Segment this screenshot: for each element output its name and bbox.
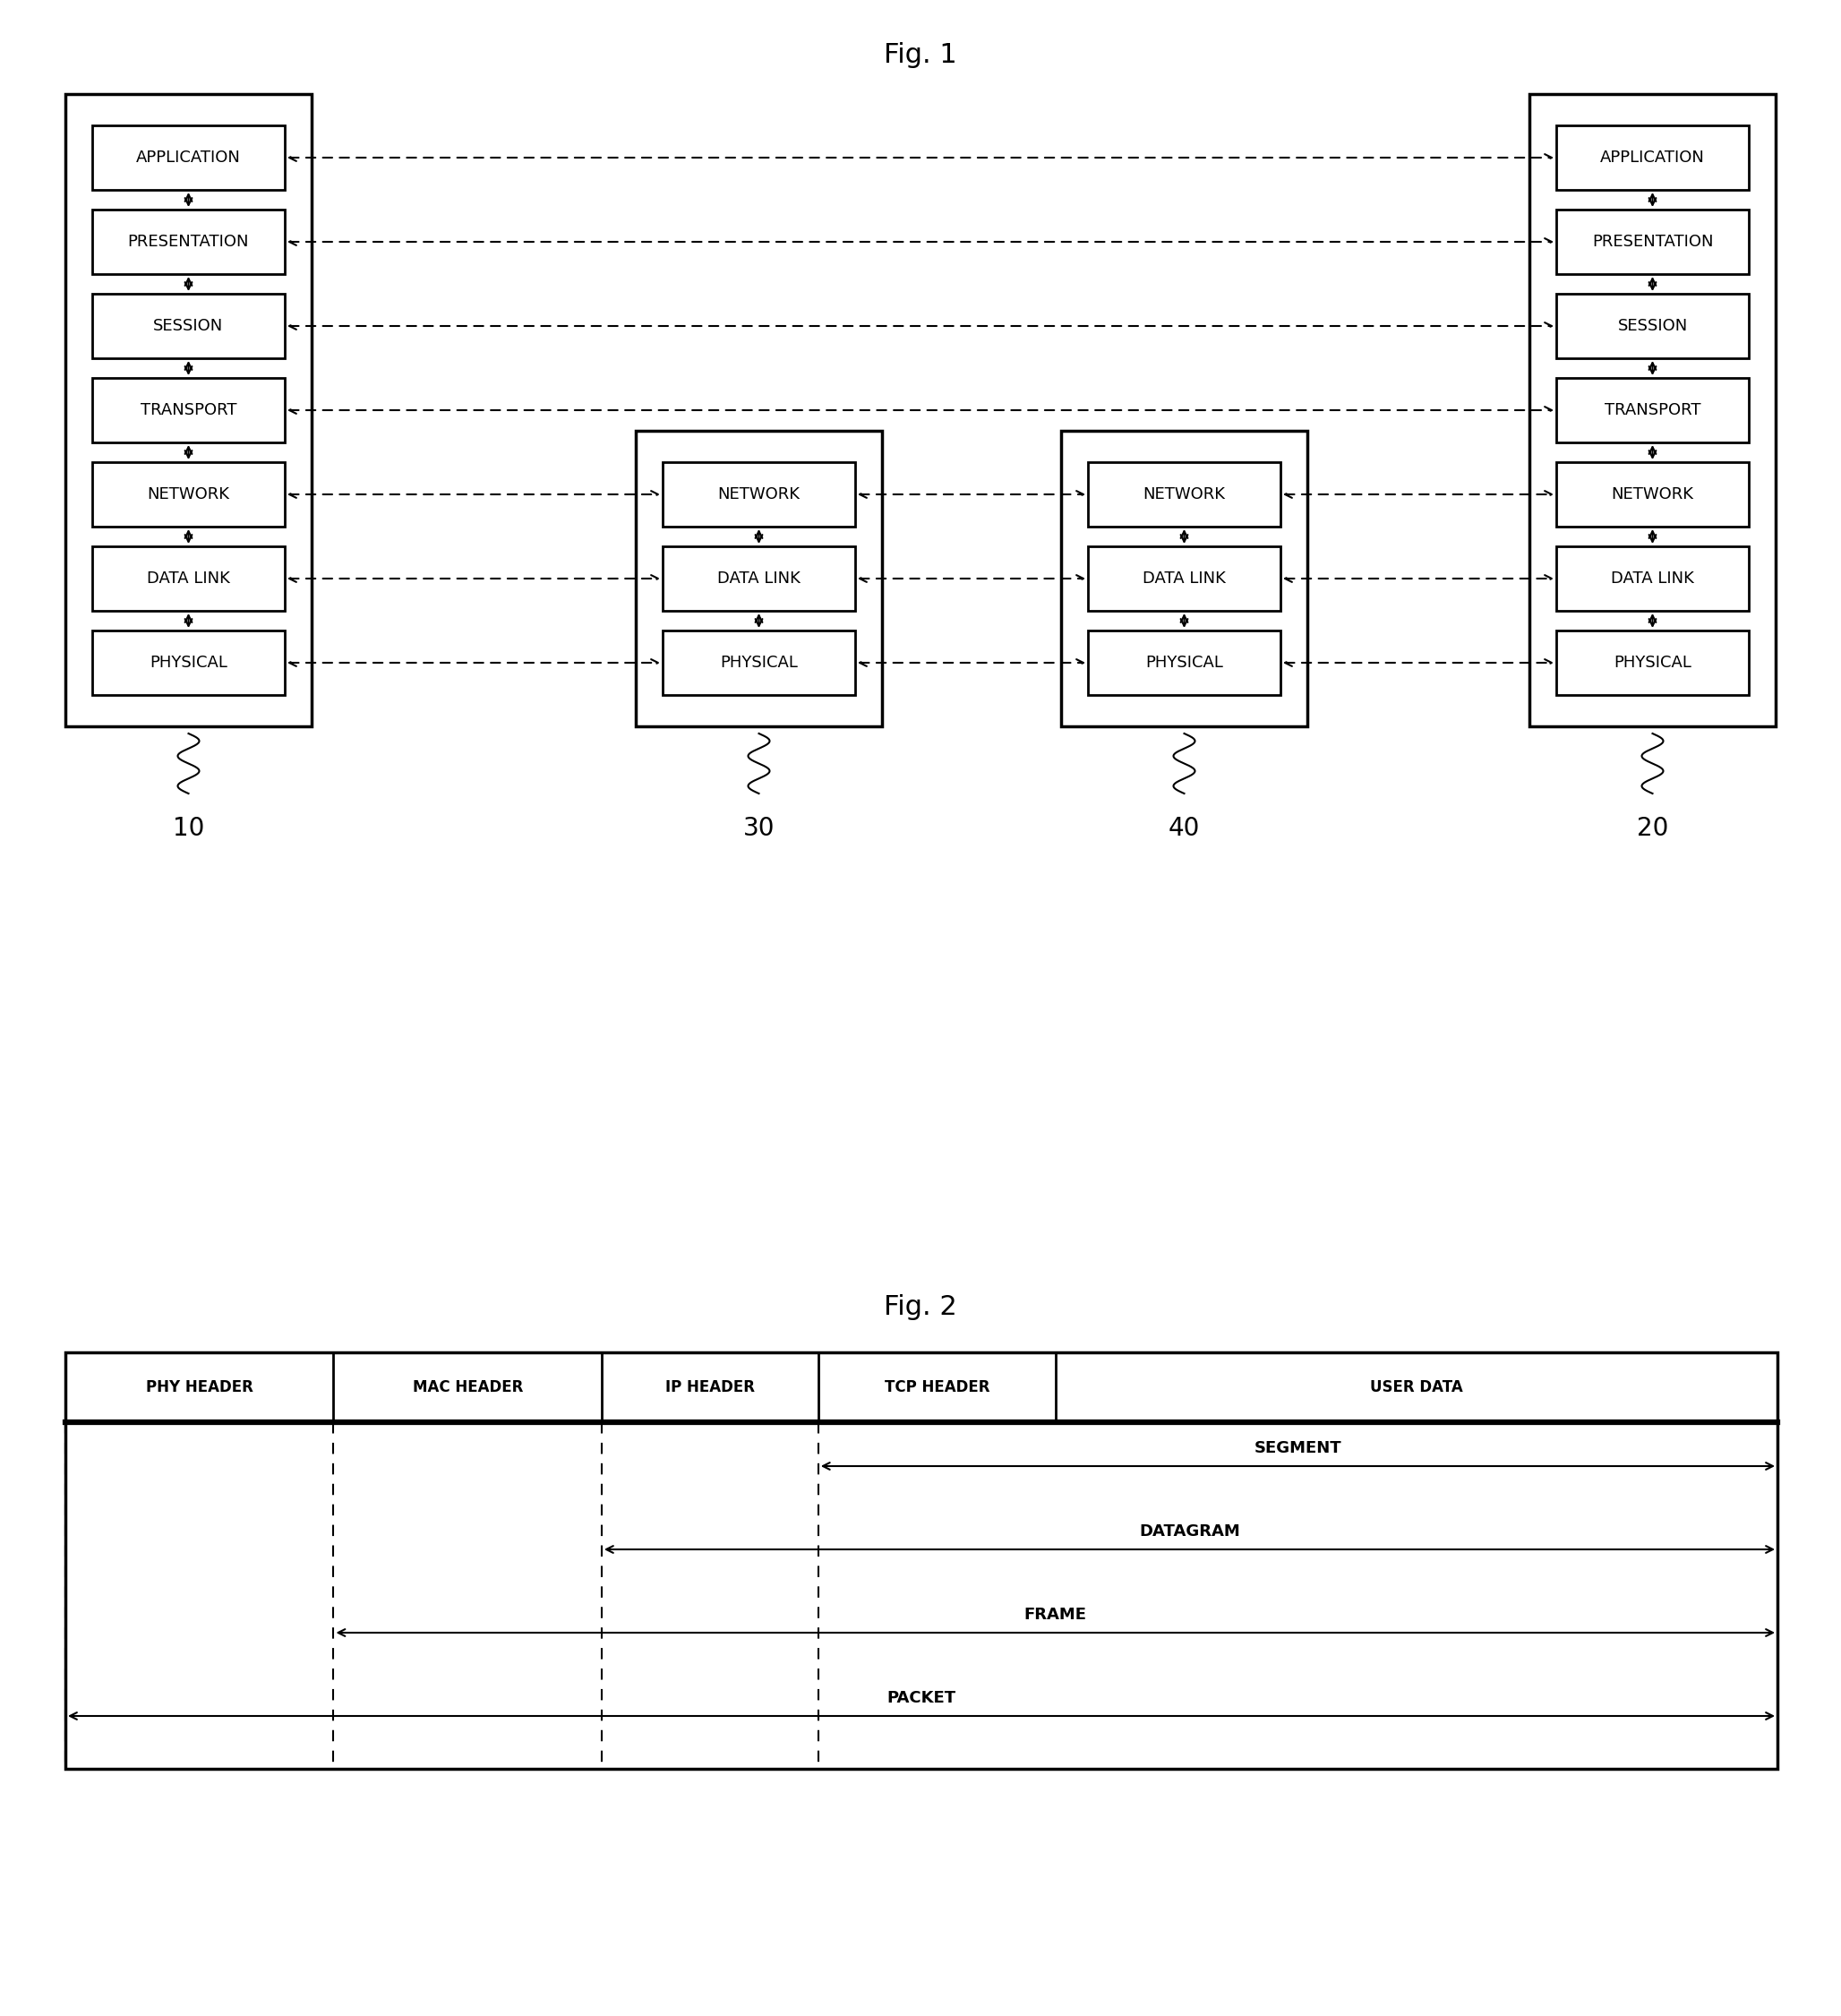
Text: SESSION: SESSION [1618, 319, 1688, 335]
Text: PHYSICAL: PHYSICAL [1145, 655, 1222, 671]
Bar [1556, 631, 1749, 696]
Bar [1556, 294, 1749, 359]
Bar [1088, 631, 1281, 696]
Text: FRAME: FRAME [1024, 1607, 1086, 1623]
Bar [663, 462, 854, 526]
Text: DATA LINK: DATA LINK [1611, 571, 1694, 587]
Bar [663, 546, 854, 611]
Text: 30: 30 [744, 816, 775, 841]
Text: TRANSPORT: TRANSPORT [1604, 401, 1701, 417]
Text: NETWORK: NETWORK [718, 486, 801, 502]
Text: DATAGRAM: DATAGRAM [1140, 1524, 1241, 1540]
Bar [66, 1421, 1777, 1768]
Bar [66, 95, 311, 726]
Bar [1088, 546, 1281, 611]
Bar [635, 431, 882, 726]
Text: 40: 40 [1169, 816, 1200, 841]
Text: USER DATA: USER DATA [1370, 1379, 1464, 1395]
Bar [92, 294, 285, 359]
Text: APPLICATION: APPLICATION [136, 149, 241, 165]
Text: TCP HEADER: TCP HEADER [884, 1379, 989, 1395]
Bar [663, 631, 854, 696]
Bar [1556, 377, 1749, 442]
Text: TRANSPORT: TRANSPORT [140, 401, 237, 417]
Bar [1060, 431, 1307, 726]
Text: PHYSICAL: PHYSICAL [720, 655, 797, 671]
Text: PHYSICAL: PHYSICAL [149, 655, 228, 671]
Text: 20: 20 [1637, 816, 1668, 841]
Text: MAC HEADER: MAC HEADER [412, 1379, 523, 1395]
Bar [1530, 95, 1775, 726]
Text: PHY HEADER: PHY HEADER [145, 1379, 252, 1395]
Bar [92, 210, 285, 274]
Text: IP HEADER: IP HEADER [665, 1379, 755, 1395]
Text: NETWORK: NETWORK [1611, 486, 1694, 502]
Bar [1088, 462, 1281, 526]
Text: PHYSICAL: PHYSICAL [1613, 655, 1692, 671]
Bar [92, 546, 285, 611]
Bar [1556, 462, 1749, 526]
Text: APPLICATION: APPLICATION [1600, 149, 1705, 165]
Bar [92, 125, 285, 190]
Text: Fig. 1: Fig. 1 [884, 42, 957, 69]
Bar [92, 377, 285, 442]
Text: DATA LINK: DATA LINK [1143, 571, 1226, 587]
Text: SESSION: SESSION [153, 319, 223, 335]
Bar [1556, 546, 1749, 611]
Text: NETWORK: NETWORK [1143, 486, 1226, 502]
Text: DATA LINK: DATA LINK [147, 571, 230, 587]
Bar [1556, 210, 1749, 274]
Text: SEGMENT: SEGMENT [1254, 1439, 1342, 1456]
Text: Fig. 2: Fig. 2 [884, 1294, 957, 1320]
Text: PRESENTATION: PRESENTATION [127, 234, 249, 250]
Bar [66, 1353, 1777, 1421]
Bar [92, 631, 285, 696]
Text: PACKET: PACKET [887, 1689, 955, 1706]
Text: 10: 10 [173, 816, 204, 841]
Text: NETWORK: NETWORK [147, 486, 230, 502]
Text: PRESENTATION: PRESENTATION [1592, 234, 1714, 250]
Bar [1556, 125, 1749, 190]
Bar [92, 462, 285, 526]
Text: DATA LINK: DATA LINK [718, 571, 801, 587]
